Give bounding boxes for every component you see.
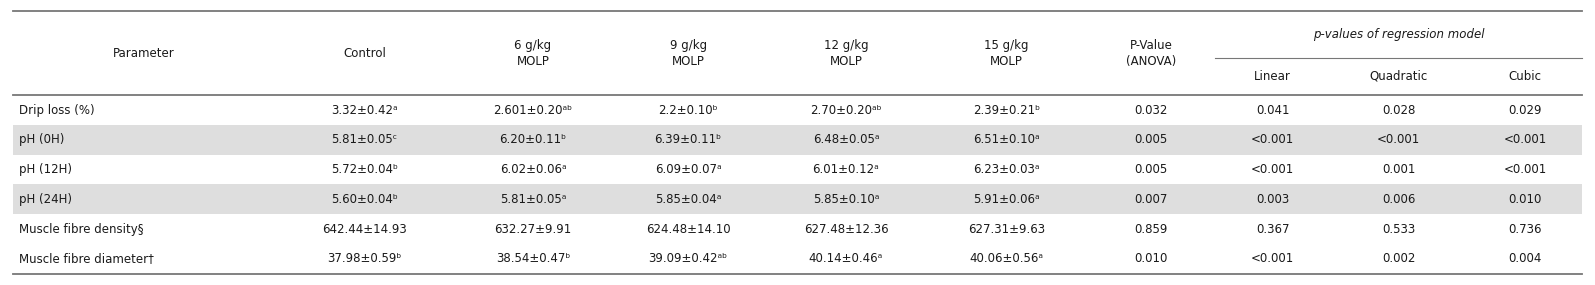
Text: Parameter: Parameter bbox=[112, 47, 174, 60]
Text: 12 g/kg
MOLP: 12 g/kg MOLP bbox=[823, 39, 868, 68]
Text: 0.367: 0.367 bbox=[1255, 223, 1289, 235]
Text: 0.032: 0.032 bbox=[1134, 104, 1168, 117]
Text: 0.010: 0.010 bbox=[1134, 252, 1168, 265]
Text: 0.003: 0.003 bbox=[1257, 193, 1289, 206]
Bar bbox=[13, 184, 1582, 214]
Text: pH (24H): pH (24H) bbox=[19, 193, 72, 206]
Text: 642.44±14.93: 642.44±14.93 bbox=[322, 223, 407, 235]
Text: 6.20±0.11ᵇ: 6.20±0.11ᵇ bbox=[499, 133, 566, 146]
Text: 0.005: 0.005 bbox=[1134, 133, 1168, 146]
Text: 5.60±0.04ᵇ: 5.60±0.04ᵇ bbox=[332, 193, 399, 206]
Text: 6 g/kg
MOLP: 6 g/kg MOLP bbox=[515, 39, 552, 68]
Text: 0.029: 0.029 bbox=[1509, 104, 1542, 117]
Text: 9 g/kg
MOLP: 9 g/kg MOLP bbox=[670, 39, 707, 68]
Text: 2.2±0.10ᵇ: 2.2±0.10ᵇ bbox=[659, 104, 718, 117]
Text: <0.001: <0.001 bbox=[1250, 252, 1295, 265]
Text: 40.06±0.56ᵃ: 40.06±0.56ᵃ bbox=[970, 252, 1043, 265]
Text: 6.48±0.05ᵃ: 6.48±0.05ᵃ bbox=[813, 133, 879, 146]
Text: 5.72±0.04ᵇ: 5.72±0.04ᵇ bbox=[332, 163, 399, 176]
Text: 0.001: 0.001 bbox=[1383, 163, 1415, 176]
Text: 6.02±0.06ᵃ: 6.02±0.06ᵃ bbox=[499, 163, 566, 176]
Text: Drip loss (%): Drip loss (%) bbox=[19, 104, 94, 117]
Text: pH (12H): pH (12H) bbox=[19, 163, 72, 176]
Text: <0.001: <0.001 bbox=[1250, 163, 1295, 176]
Text: 0.028: 0.028 bbox=[1383, 104, 1415, 117]
Text: <0.001: <0.001 bbox=[1504, 163, 1547, 176]
Text: 0.041: 0.041 bbox=[1255, 104, 1289, 117]
Text: 6.39±0.11ᵇ: 6.39±0.11ᵇ bbox=[654, 133, 721, 146]
Text: P-Value
(ANOVA): P-Value (ANOVA) bbox=[1126, 39, 1176, 68]
Text: 2.601±0.20ᵃᵇ: 2.601±0.20ᵃᵇ bbox=[493, 104, 573, 117]
Text: Quadratic: Quadratic bbox=[1370, 70, 1428, 83]
Text: 0.859: 0.859 bbox=[1134, 223, 1168, 235]
Text: 0.010: 0.010 bbox=[1509, 193, 1542, 206]
Text: p-values of regression model: p-values of regression model bbox=[1313, 28, 1485, 41]
Text: <0.001: <0.001 bbox=[1376, 133, 1421, 146]
Text: 5.81±0.05ᶜ: 5.81±0.05ᶜ bbox=[332, 133, 397, 146]
Text: 15 g/kg
MOLP: 15 g/kg MOLP bbox=[984, 39, 1029, 68]
Text: 6.01±0.12ᵃ: 6.01±0.12ᵃ bbox=[812, 163, 879, 176]
Text: Linear: Linear bbox=[1254, 70, 1292, 83]
Text: 3.32±0.42ᵃ: 3.32±0.42ᵃ bbox=[332, 104, 397, 117]
Text: 0.004: 0.004 bbox=[1509, 252, 1542, 265]
Text: 0.006: 0.006 bbox=[1383, 193, 1415, 206]
Text: 624.48±14.10: 624.48±14.10 bbox=[646, 223, 731, 235]
Text: 5.85±0.04ᵃ: 5.85±0.04ᵃ bbox=[656, 193, 721, 206]
Bar bbox=[13, 125, 1582, 155]
Text: pH (0H): pH (0H) bbox=[19, 133, 64, 146]
Text: 627.31±9.63: 627.31±9.63 bbox=[968, 223, 1045, 235]
Text: 0.736: 0.736 bbox=[1509, 223, 1542, 235]
Text: 39.09±0.42ᵃᵇ: 39.09±0.42ᵃᵇ bbox=[649, 252, 727, 265]
Text: 0.005: 0.005 bbox=[1134, 163, 1168, 176]
Text: 6.51±0.10ᵃ: 6.51±0.10ᵃ bbox=[973, 133, 1040, 146]
Text: 2.39±0.21ᵇ: 2.39±0.21ᵇ bbox=[973, 104, 1040, 117]
Text: 38.54±0.47ᵇ: 38.54±0.47ᵇ bbox=[496, 252, 569, 265]
Text: <0.001: <0.001 bbox=[1504, 133, 1547, 146]
Text: 5.81±0.05ᵃ: 5.81±0.05ᵃ bbox=[499, 193, 566, 206]
Text: 632.27±9.91: 632.27±9.91 bbox=[494, 223, 571, 235]
Text: 40.14±0.46ᵃ: 40.14±0.46ᵃ bbox=[809, 252, 884, 265]
Text: Control: Control bbox=[343, 47, 386, 60]
Text: 627.48±12.36: 627.48±12.36 bbox=[804, 223, 888, 235]
Text: 5.91±0.06ᵃ: 5.91±0.06ᵃ bbox=[973, 193, 1040, 206]
Text: 0.007: 0.007 bbox=[1134, 193, 1168, 206]
Text: 6.09±0.07ᵃ: 6.09±0.07ᵃ bbox=[656, 163, 721, 176]
Text: 0.002: 0.002 bbox=[1383, 252, 1415, 265]
Text: 0.533: 0.533 bbox=[1383, 223, 1415, 235]
Text: 37.98±0.59ᵇ: 37.98±0.59ᵇ bbox=[327, 252, 402, 265]
Text: Cubic: Cubic bbox=[1509, 70, 1541, 83]
Text: Muscle fibre density§: Muscle fibre density§ bbox=[19, 223, 144, 235]
Text: Muscle fibre diameter†: Muscle fibre diameter† bbox=[19, 252, 155, 265]
Text: 2.70±0.20ᵃᵇ: 2.70±0.20ᵃᵇ bbox=[810, 104, 882, 117]
Text: <0.001: <0.001 bbox=[1250, 133, 1295, 146]
Text: 5.85±0.10ᵃ: 5.85±0.10ᵃ bbox=[813, 193, 879, 206]
Text: 6.23±0.03ᵃ: 6.23±0.03ᵃ bbox=[973, 163, 1040, 176]
